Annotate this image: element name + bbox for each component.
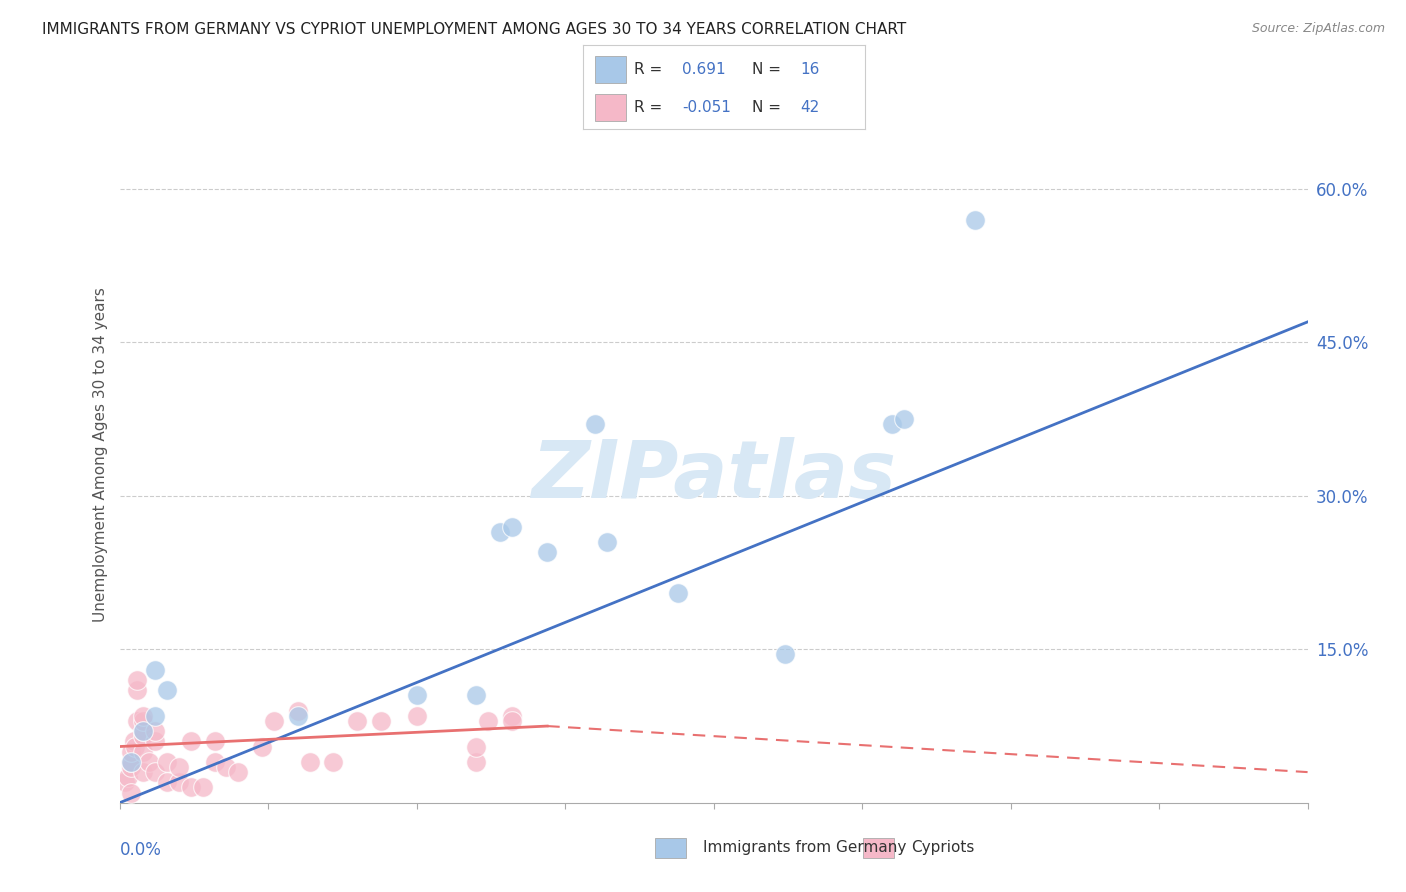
Text: N =: N =: [752, 100, 786, 115]
Bar: [595, 55, 626, 83]
Text: IMMIGRANTS FROM GERMANY VS CYPRIOT UNEMPLOYMENT AMONG AGES 30 TO 34 YEARS CORREL: IMMIGRANTS FROM GERMANY VS CYPRIOT UNEMP…: [42, 22, 907, 37]
Point: [370, 714, 392, 728]
Point: [501, 714, 523, 728]
Text: 0.0%: 0.0%: [120, 841, 162, 859]
Point: [180, 734, 202, 748]
Point: [132, 724, 155, 739]
Point: [488, 524, 510, 539]
Point: [132, 708, 155, 723]
Point: [346, 714, 368, 728]
Point: [464, 755, 486, 769]
Point: [127, 714, 149, 728]
Point: [120, 755, 142, 769]
Point: [143, 663, 166, 677]
Point: [132, 714, 155, 728]
Point: [595, 535, 617, 549]
Point: [124, 739, 146, 754]
Point: [501, 519, 523, 533]
Point: [132, 745, 155, 759]
Point: [132, 765, 155, 780]
Bar: [595, 94, 626, 120]
Text: 42: 42: [800, 100, 820, 115]
Point: [963, 212, 986, 227]
Point: [536, 545, 558, 559]
Point: [464, 739, 486, 754]
Point: [287, 708, 309, 723]
Text: ZIPatlas: ZIPatlas: [531, 437, 896, 515]
Point: [893, 412, 915, 426]
Point: [156, 755, 179, 769]
Point: [405, 708, 427, 723]
Point: [127, 673, 149, 687]
Point: [464, 689, 486, 703]
Point: [501, 708, 523, 723]
Point: [298, 755, 321, 769]
Point: [132, 729, 155, 743]
Point: [263, 714, 285, 728]
Point: [138, 755, 160, 769]
Point: [477, 714, 499, 728]
Point: [228, 765, 250, 780]
Point: [250, 739, 273, 754]
Point: [405, 689, 427, 703]
Point: [127, 683, 149, 698]
Point: [120, 755, 142, 769]
Text: R =: R =: [634, 62, 668, 77]
Point: [880, 417, 903, 432]
Point: [143, 765, 166, 780]
Text: 0.691: 0.691: [682, 62, 725, 77]
Point: [215, 760, 238, 774]
Point: [120, 760, 142, 774]
Point: [180, 780, 202, 795]
Point: [156, 683, 179, 698]
Point: [322, 755, 344, 769]
Point: [167, 775, 190, 789]
Point: [132, 724, 155, 739]
Text: Immigrants from Germany: Immigrants from Germany: [703, 840, 907, 855]
Text: R =: R =: [634, 100, 668, 115]
Point: [773, 648, 796, 662]
Point: [143, 724, 166, 739]
Point: [167, 760, 190, 774]
Point: [143, 734, 166, 748]
Point: [122, 734, 145, 748]
Point: [117, 770, 139, 784]
Point: [156, 775, 179, 789]
Text: 16: 16: [800, 62, 820, 77]
Point: [114, 775, 136, 789]
Point: [120, 745, 142, 759]
Text: -0.051: -0.051: [682, 100, 731, 115]
Point: [143, 708, 166, 723]
Point: [204, 734, 226, 748]
Text: N =: N =: [752, 62, 786, 77]
Point: [287, 704, 309, 718]
Point: [666, 586, 689, 600]
Point: [120, 786, 142, 800]
Text: Source: ZipAtlas.com: Source: ZipAtlas.com: [1251, 22, 1385, 36]
Point: [191, 780, 214, 795]
Y-axis label: Unemployment Among Ages 30 to 34 years: Unemployment Among Ages 30 to 34 years: [93, 287, 108, 623]
Text: Cypriots: Cypriots: [911, 840, 974, 855]
Point: [583, 417, 606, 432]
Point: [204, 755, 226, 769]
